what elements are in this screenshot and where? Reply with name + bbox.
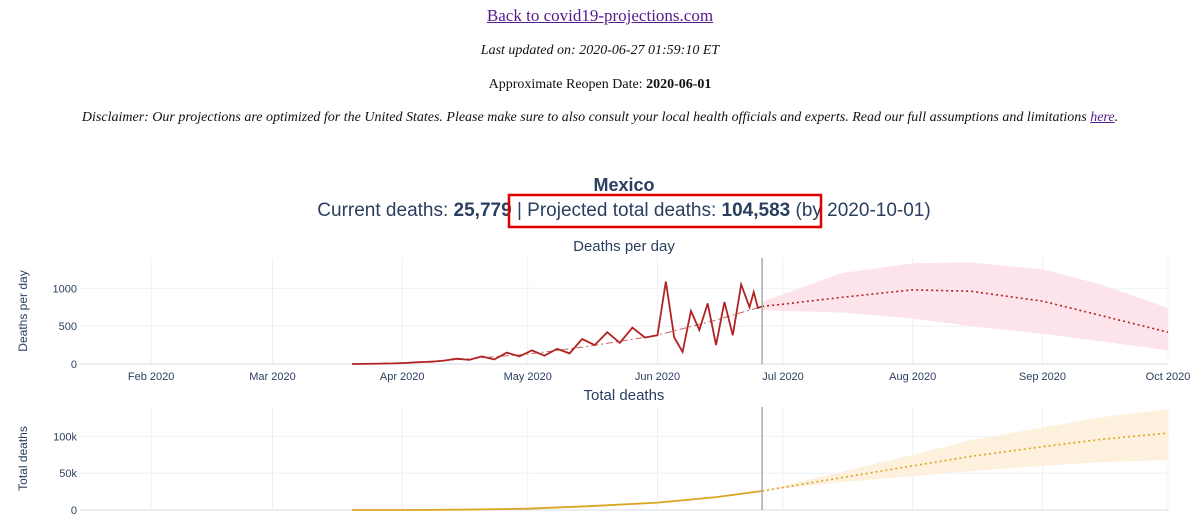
deaths-per-day-chart: 0 500 1000 Feb 2020 Mar 2020 Apr 2020 May 2020… <box>16 238 1190 383</box>
projected-deaths-value: 104,583 <box>722 200 791 221</box>
x-tick-label: Jun 2020 <box>635 371 680 383</box>
confidence-band <box>762 409 1168 492</box>
y-tick-label: 1000 <box>53 283 77 295</box>
reopen-date: Approximate Reopen Date: 2020-06-01 <box>0 77 1200 93</box>
current-deaths-label: Current deaths: <box>317 200 448 221</box>
x-tick-label: Sep 2020 <box>1019 371 1066 383</box>
x-tick-label: Mar 2020 <box>249 371 295 383</box>
x-tick-label: Jul 2020 <box>762 371 804 383</box>
country-title: Mexico <box>593 175 654 195</box>
fitted-series-line <box>351 305 763 365</box>
back-link[interactable]: Back to covid19-projections.com <box>486 6 714 25</box>
y-axis-label: Deaths per day <box>16 270 30 351</box>
y-tick-label: 500 <box>59 321 77 333</box>
x-tick-label: Feb 2020 <box>128 371 174 383</box>
last-updated: Last updated on: 2020-06-27 01:59:10 ET <box>0 43 1200 59</box>
x-tick-label: Apr 2020 <box>380 371 425 383</box>
last-updated-value: 2020-06-27 01:59:10 ET <box>579 43 720 58</box>
x-tick-label: Aug 2020 <box>889 371 936 383</box>
y-tick-label: 50k <box>59 468 77 480</box>
projected-deaths-highlight-box <box>507 193 823 229</box>
y-tick-label: 100k <box>53 431 77 443</box>
projection-series-line <box>762 288 1169 333</box>
reopen-value: 2020-06-01 <box>646 77 712 92</box>
confidence-band <box>762 262 1168 351</box>
total-deaths-chart: 0 50k 100k Total deaths Total deaths <box>16 387 1169 517</box>
projected-deaths-label: Projected total deaths: <box>527 200 716 221</box>
y-tick-label: 0 <box>71 359 77 371</box>
actual-series-line <box>351 490 763 511</box>
current-deaths-value: 25,779 <box>454 200 512 221</box>
x-tick-label: Oct 2020 <box>1146 371 1191 383</box>
disclaimer-text: Disclaimer: Our projections are optimize… <box>81 110 1087 125</box>
x-tick-label: May 2020 <box>504 371 552 383</box>
projection-series-line <box>761 432 1169 492</box>
disclaimer: Disclaimer: Our projections are optimize… <box>0 110 1200 126</box>
chart-title: Total deaths <box>584 387 665 404</box>
summary-separator: | <box>517 200 522 221</box>
chart-title: Deaths per day <box>573 238 675 255</box>
disclaimer-period: . <box>1114 110 1119 125</box>
y-axis-label: Total deaths <box>16 426 30 491</box>
disclaimer-link[interactable]: here <box>1090 110 1115 125</box>
back-link-row: Back to covid19-projections.com <box>0 6 1200 26</box>
reopen-label: Approximate Reopen Date: <box>488 77 643 92</box>
y-tick-label: 0 <box>71 505 77 517</box>
actual-series-line <box>351 280 763 365</box>
last-updated-label: Last updated on: <box>480 43 576 58</box>
summary-line: Current deaths: 25,779 | Projected total… <box>317 200 930 221</box>
projection-date: (by 2020-10-01) <box>796 200 931 221</box>
